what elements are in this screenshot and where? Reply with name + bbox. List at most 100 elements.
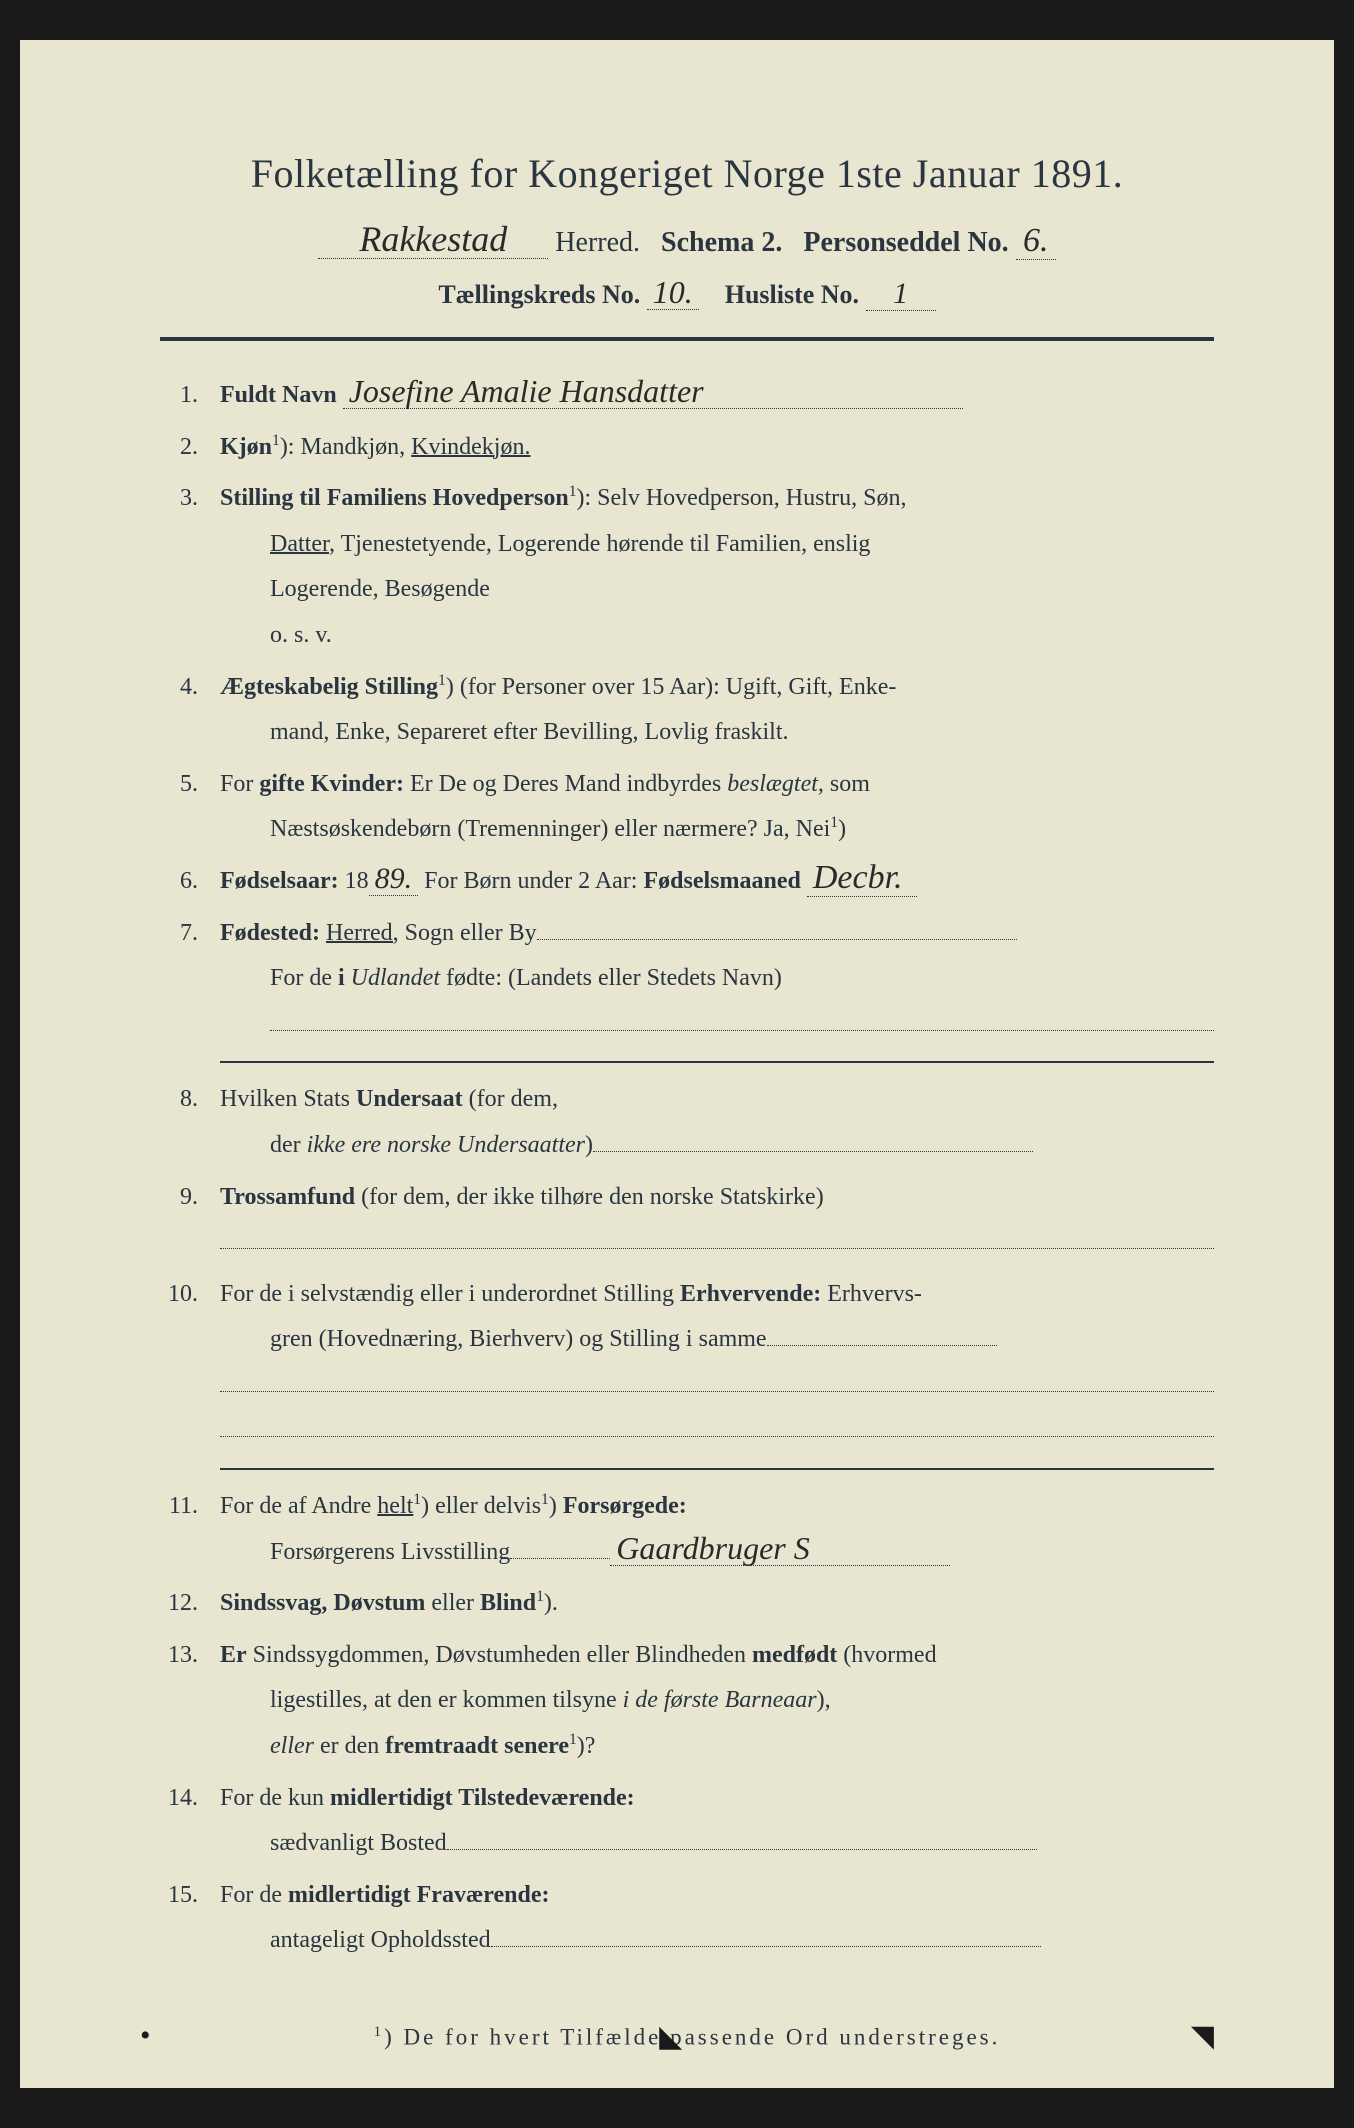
selected-herred: Herred, <box>326 920 399 946</box>
row-9: 9. Trossamfund (for dem, der ikke tilhør… <box>160 1175 1214 1266</box>
row-11: 11. For de af Andre helt1) eller delvis1… <box>160 1484 1214 1575</box>
blank <box>447 1830 1037 1850</box>
blank <box>537 919 1017 939</box>
taellingskreds-no: 10. <box>647 276 699 310</box>
text: Forsørgerens Livsstilling <box>270 1539 510 1565</box>
text: gren (Hovednæring, Bierhverv) og Stillin… <box>270 1326 767 1352</box>
row-2: 2. Kjøn1): Mandkjøn, Kvindekjøn. <box>160 425 1214 471</box>
bold: fremtraadt senere <box>385 1733 569 1759</box>
row-num: 10. <box>160 1272 220 1454</box>
text: som <box>824 771 870 797</box>
line2: Næstsøskendebørn (Tremenninger) eller næ… <box>220 807 1214 853</box>
livsstilling-hw: Gaardbruger S <box>610 1532 950 1566</box>
husliste-no: 1 <box>866 279 936 311</box>
row-content: Fødested: Herred, Sogn eller By For de i… <box>220 911 1214 1048</box>
row-num: 6. <box>160 859 220 905</box>
row-content: Trossamfund (for dem, der ikke tilhøre d… <box>220 1175 1214 1266</box>
bold: Erhvervende: <box>680 1281 821 1307</box>
row-content: Ægteskabelig Stilling1) (for Personer ov… <box>220 665 1214 756</box>
bold: midlertidigt Fraværende: <box>288 1882 550 1908</box>
row-8: 8. Hvilken Stats Undersaat (for dem, der… <box>160 1077 1214 1168</box>
text: Tjenestetyende, Logerende hørende til Fa… <box>335 531 870 557</box>
text: Hvilken Stats <box>220 1086 356 1112</box>
blank-line <box>220 1220 1214 1266</box>
divider-top <box>160 337 1214 341</box>
row-content: For de af Andre helt1) eller delvis1) Fo… <box>220 1484 1214 1575</box>
text: sædvanligt Bosted <box>270 1830 447 1856</box>
mark-right: ◥ <box>1191 2019 1214 2054</box>
husliste-label: Husliste No. <box>725 280 859 309</box>
italic: eller <box>270 1733 314 1759</box>
separator <box>220 1061 1214 1063</box>
bold: Er <box>220 1642 247 1668</box>
header-line-2: Tællingskreds No. 10. Husliste No. 1 <box>160 276 1214 311</box>
personseddel-no: 6. <box>1016 224 1056 260</box>
label: Fuldt Navn <box>220 382 337 408</box>
blank-line <box>220 1002 1214 1048</box>
row-content: Hvilken Stats Undersaat (for dem, der ik… <box>220 1077 1214 1168</box>
row-content: Kjøn1): Mandkjøn, Kvindekjøn. <box>220 425 1214 471</box>
label: Fødested: <box>220 920 320 946</box>
blank-line <box>220 1363 1214 1409</box>
selected-datter: Datter, <box>270 531 335 557</box>
line2: gren (Hovednæring, Bierhverv) og Stillin… <box>220 1317 1214 1363</box>
text: er den <box>314 1733 385 1759</box>
blank-line <box>220 1408 1214 1454</box>
row-3: 3. Stilling til Familiens Hovedperson1):… <box>160 476 1214 658</box>
text: ) <box>585 1132 593 1158</box>
bold: Forsørgede: <box>563 1493 687 1519</box>
text: der <box>270 1132 307 1158</box>
month-hw: Decbr. <box>807 861 917 897</box>
taellingskreds-label: Tællingskreds No. <box>438 280 640 309</box>
row-num: 2. <box>160 425 220 471</box>
page-marks: • ◣ ◥ <box>20 2019 1334 2054</box>
text: For de af Andre <box>220 1493 377 1519</box>
sup: 1 <box>536 1588 544 1605</box>
row-content: Sindssvag, Døvstum eller Blind1). <box>220 1581 1214 1627</box>
line2: mand, Enke, Separeret efter Bevilling, L… <box>220 710 1214 756</box>
row-7: 7. Fødested: Herred, Sogn eller By For d… <box>160 911 1214 1048</box>
text: ). <box>544 1590 558 1616</box>
row-num: 11. <box>160 1484 220 1575</box>
mark-left: • <box>140 2019 151 2054</box>
row-num: 15. <box>160 1873 220 1964</box>
text: Næstsøskendebørn (Tremenninger) eller næ… <box>270 816 830 842</box>
text: ) (for Personer over 15 Aar): Ugift, Gif… <box>446 674 897 700</box>
row-content: For de midlertidigt Fraværende: antageli… <box>220 1873 1214 1964</box>
herred-label: Herred. <box>555 227 640 258</box>
row-num: 3. <box>160 476 220 658</box>
label: Sindssvag, Døvstum <box>220 1590 425 1616</box>
text: For de <box>220 1882 288 1908</box>
italic: i de første Barneaar <box>623 1687 817 1713</box>
text: For <box>220 771 259 797</box>
row-num: 13. <box>160 1633 220 1770</box>
text: Er De og Deres Mand indbyrdes <box>404 771 727 797</box>
text: For de kun <box>220 1785 330 1811</box>
blank <box>491 1927 1041 1947</box>
row-num: 12. <box>160 1581 220 1627</box>
label: Ægteskabelig Stilling <box>220 674 438 700</box>
mark-center: ◣ <box>659 2019 682 2054</box>
line2: ligestilles, at den er kommen tilsyne i … <box>220 1678 1214 1724</box>
row-6: 6. Fødselsaar: 1889. For Børn under 2 Aa… <box>160 859 1214 905</box>
label: Fødselsaar: <box>220 868 339 894</box>
text: (for dem, <box>463 1086 558 1112</box>
sup: 1 <box>438 672 446 689</box>
text: ) <box>549 1493 563 1519</box>
text: ligestilles, at den er kommen tilsyne <box>270 1687 623 1713</box>
text: eller <box>425 1590 480 1616</box>
row-12: 12. Sindssvag, Døvstum eller Blind1). <box>160 1581 1214 1627</box>
prefix: 18 <box>339 868 369 894</box>
text: (for dem, der ikke tilhøre den norske St… <box>355 1184 824 1210</box>
row-14: 14. For de kun midlertidigt Tilstedevære… <box>160 1776 1214 1867</box>
row-num: 14. <box>160 1776 220 1867</box>
label: Kjøn <box>220 434 272 460</box>
form-body: 1. Fuldt Navn Josefine Amalie Hansdatter… <box>160 373 1214 1964</box>
line4: o. s. v. <box>220 613 1214 659</box>
row-num: 4. <box>160 665 220 756</box>
line2: der ikke ere norske Undersaatter) <box>220 1123 1214 1169</box>
sup: 1 <box>569 483 577 500</box>
row-15: 15. For de midlertidigt Fraværende: anta… <box>160 1873 1214 1964</box>
blank <box>510 1538 610 1558</box>
personseddel-label: Personseddel No. <box>803 227 1008 258</box>
